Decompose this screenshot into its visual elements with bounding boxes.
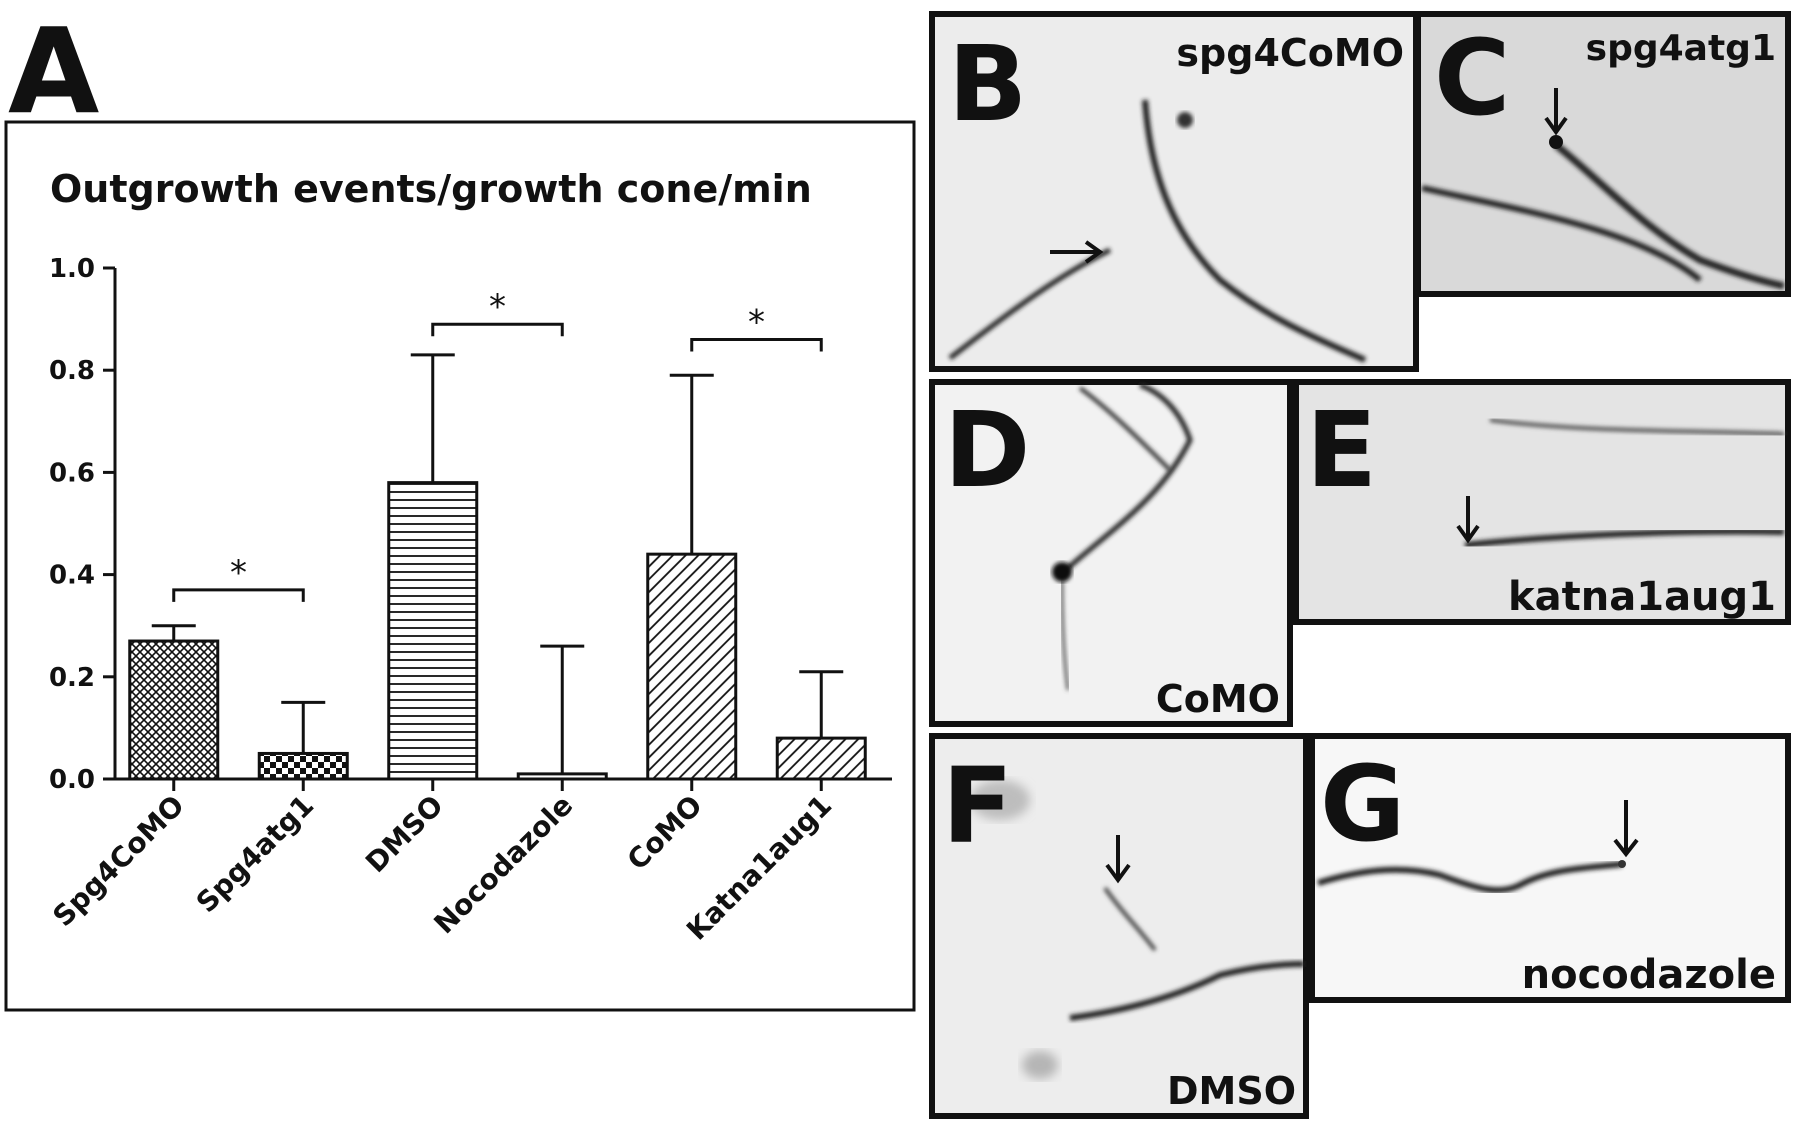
y-tick-label: 0.6: [49, 458, 95, 488]
panel-f-frame: [929, 733, 1309, 1119]
panel-c-image: [1421, 88, 1785, 290]
arrow-icon: [1613, 800, 1639, 858]
arrow-icon: [1105, 835, 1131, 884]
y-tick-label: 0.4: [49, 561, 95, 591]
arrow-icon: [1544, 88, 1568, 136]
significance-bracket: [431, 322, 564, 337]
neurite: [1421, 185, 1702, 283]
y-ticks: 0.0 0.2 0.4 0.6 0.8 1.0: [49, 254, 115, 795]
growth-cone: [1549, 135, 1563, 149]
bar-spg4como: [128, 639, 220, 781]
bar-nocodazole: [516, 772, 608, 781]
panel-d-label: CoMO: [1156, 677, 1280, 721]
panel-e: E katna1aug1: [1293, 379, 1791, 625]
panel-b-label: spg4CoMO: [1176, 31, 1404, 75]
panel-d: D CoMO: [929, 379, 1293, 727]
y-tick-label: 0.2: [49, 663, 95, 693]
panel-b-letter: B: [948, 23, 1027, 145]
panel-f-label: DMSO: [1167, 1069, 1296, 1113]
panel-d-frame: [929, 379, 1293, 727]
panel-b-image: [948, 99, 1367, 363]
background-blob: [1022, 1051, 1058, 1079]
panel-g-letter: G: [1320, 743, 1405, 865]
significance-star: *: [230, 553, 247, 593]
arrow-icon: [1456, 496, 1480, 544]
bar-spg4atg1: [257, 751, 349, 781]
growth-cone: [1618, 860, 1626, 868]
neurite: [1078, 386, 1172, 472]
chart-title: Outgrowth events/growth cone/min: [50, 167, 812, 211]
neurite: [1060, 579, 1070, 691]
bar-katna1aug1: [775, 736, 867, 781]
neurite: [1553, 142, 1785, 290]
error-bars: [151, 353, 844, 774]
y-tick-label: 0.0: [49, 765, 95, 795]
panel-g-image: [1317, 800, 1639, 894]
arrow-icon: [1050, 240, 1104, 264]
panel-c: C spg4atg1: [1415, 11, 1791, 297]
bars: [128, 481, 867, 781]
neurite: [1489, 418, 1785, 436]
bar-como: [646, 552, 738, 781]
neurite: [1142, 99, 1367, 363]
panel-f-letter: F: [942, 745, 1013, 867]
neurite: [1058, 382, 1193, 577]
growth-cone: [1177, 112, 1193, 128]
significance-bracket: [690, 338, 823, 352]
bar-dmso: [387, 481, 479, 781]
growth-cone: [1052, 562, 1072, 582]
significance-bracket: [172, 588, 305, 602]
panel-g: G nocodazole: [1309, 733, 1791, 1003]
significance-star: *: [489, 287, 506, 327]
panel-d-letter: D: [944, 389, 1030, 511]
significance-brackets: * * *: [172, 287, 823, 602]
neurite: [1069, 961, 1305, 1021]
panel-e-image: [1456, 418, 1785, 548]
panel-c-label: spg4atg1: [1586, 28, 1776, 69]
panel-d-image: [1052, 382, 1193, 691]
neurite: [1103, 886, 1157, 952]
y-tick-label: 0.8: [49, 356, 95, 386]
panel-g-label: nocodazole: [1522, 952, 1776, 998]
panel-c-frame: [1415, 11, 1791, 297]
neurite: [1464, 528, 1785, 548]
panel-e-frame: [1293, 379, 1791, 625]
panel-f: F DMSO: [929, 733, 1309, 1119]
panel-b: B spg4CoMO: [929, 11, 1419, 372]
panel-f-image: [970, 780, 1305, 1079]
panel-e-label: katna1aug1: [1508, 574, 1776, 620]
panel-c-letter: C: [1434, 17, 1510, 139]
background-blob: [970, 780, 1030, 820]
significance-star: *: [748, 303, 765, 343]
panel-e-letter: E: [1306, 389, 1377, 511]
neurite: [1317, 861, 1623, 894]
panel-a-letter: A: [8, 2, 99, 140]
y-tick-label: 1.0: [49, 254, 95, 284]
